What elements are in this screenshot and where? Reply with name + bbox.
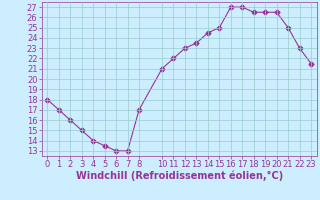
X-axis label: Windchill (Refroidissement éolien,°C): Windchill (Refroidissement éolien,°C)	[76, 171, 283, 181]
